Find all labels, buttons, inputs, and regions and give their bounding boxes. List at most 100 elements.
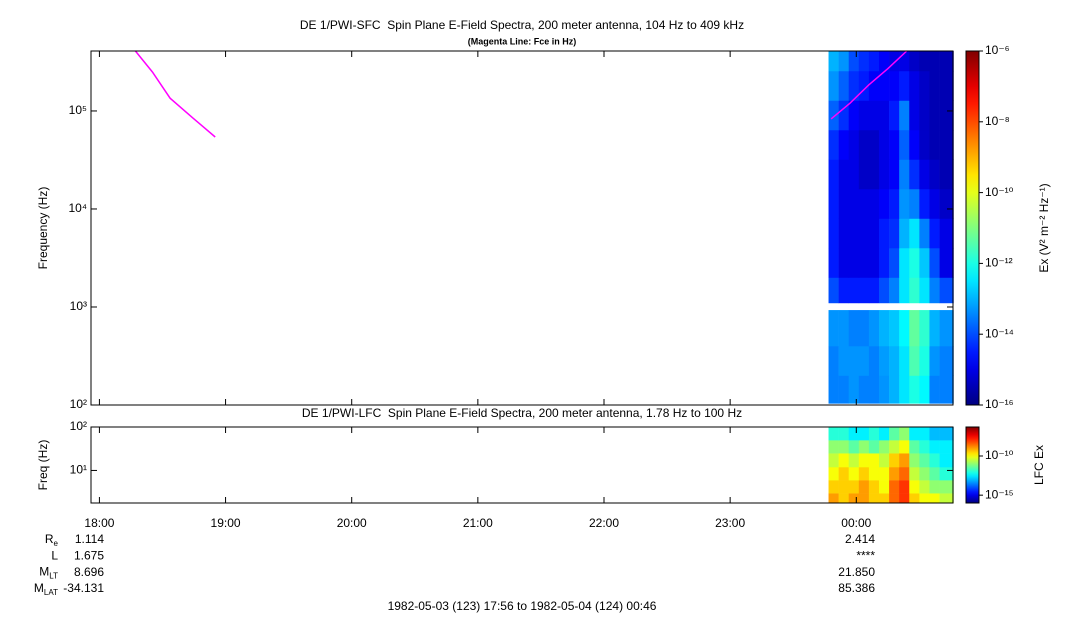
spectrogram-cell bbox=[939, 427, 954, 441]
spectrogram-cell bbox=[838, 345, 850, 376]
spectrogram-cell bbox=[878, 188, 890, 219]
spectrogram-cell bbox=[889, 375, 900, 404]
spectrogram-cell bbox=[899, 70, 910, 101]
spectrogram-cell bbox=[899, 188, 910, 219]
spectrogram-cell bbox=[899, 345, 910, 376]
spectrogram-cell bbox=[828, 440, 839, 454]
spectrogram-cell bbox=[848, 375, 860, 404]
spectrogram-cell bbox=[868, 277, 880, 304]
y-tick-label: 10¹ bbox=[70, 463, 87, 477]
spectrogram-cell bbox=[889, 310, 900, 347]
spectrogram-cell bbox=[939, 480, 954, 494]
spectrogram-cell bbox=[878, 466, 890, 481]
spectrogram-cell bbox=[919, 493, 930, 504]
spectrogram-cell bbox=[919, 51, 930, 72]
chart-title: DE 1/PWI-LFC Spin Plane E-Field Spectra,… bbox=[302, 406, 742, 420]
spectrogram-cell bbox=[929, 375, 940, 404]
spectrogram-cell bbox=[828, 480, 839, 494]
spectrogram-cell bbox=[919, 375, 930, 404]
spectrogram-cell bbox=[909, 453, 920, 468]
spectrogram-cell bbox=[838, 129, 850, 160]
spectrogram-cell bbox=[878, 70, 890, 101]
ephemeris-label: MLAT bbox=[34, 581, 58, 597]
spectrogram-cell bbox=[939, 453, 954, 468]
colorbar-tick-label: 10⁻⁶ bbox=[985, 43, 1010, 57]
spectrogram-cell bbox=[899, 453, 910, 468]
spectrogram-cell bbox=[848, 427, 860, 441]
spectrogram-cell bbox=[828, 159, 839, 190]
spectrogram-cell bbox=[858, 247, 870, 278]
spectrogram-cell bbox=[909, 218, 920, 249]
spectrogram-cell bbox=[919, 310, 930, 347]
colorbar-tick-label: 10⁻¹² bbox=[985, 256, 1013, 270]
spectrogram-cell bbox=[889, 345, 900, 376]
spectrogram-cell bbox=[868, 70, 880, 101]
spectrogram-cell bbox=[848, 70, 860, 101]
spectrogram-cell bbox=[929, 100, 940, 131]
spectrogram-cell bbox=[858, 70, 870, 101]
x-tick-label: 22:00 bbox=[589, 516, 619, 530]
plot-frame bbox=[90, 426, 954, 504]
spectrogram-cell bbox=[878, 345, 890, 376]
spectrogram-cell bbox=[838, 493, 850, 504]
spectrogram-cell bbox=[929, 70, 940, 101]
spectrogram-cell bbox=[909, 159, 920, 190]
spectrogram-cell bbox=[889, 159, 900, 190]
spectrogram-cell bbox=[899, 427, 910, 441]
spectrogram-cell bbox=[889, 277, 900, 304]
spectrogram-cell bbox=[838, 188, 850, 219]
spectrogram-cell bbox=[889, 100, 900, 131]
spectrogram-cell bbox=[838, 466, 850, 481]
spectrogram-cell bbox=[868, 480, 880, 494]
spectrogram-cell bbox=[848, 218, 860, 249]
spectrogram-cell bbox=[929, 51, 940, 72]
spectrogram-cell bbox=[899, 51, 910, 72]
spectrogram-cell bbox=[828, 129, 839, 160]
spectrogram-cell bbox=[858, 345, 870, 376]
spectrogram-cell bbox=[828, 375, 839, 404]
spectrogram-cell bbox=[858, 427, 870, 441]
spectrogram-cell bbox=[939, 218, 954, 249]
spectrogram-cell bbox=[929, 277, 940, 304]
spectrogram-cell bbox=[899, 310, 910, 347]
spectrogram-cell bbox=[858, 51, 870, 72]
spectrogram-cell bbox=[939, 100, 954, 131]
spectrogram-cell bbox=[919, 480, 930, 494]
spectrogram-cell bbox=[899, 466, 910, 481]
fce-line bbox=[134, 50, 908, 138]
spectrogram-cell bbox=[828, 310, 839, 347]
spectrogram-cell bbox=[889, 51, 900, 72]
spectrogram-cell bbox=[909, 51, 920, 72]
y-tick-label: 10⁵ bbox=[69, 103, 87, 117]
spectrogram-cell bbox=[828, 427, 839, 441]
spectrogram-cell bbox=[929, 493, 940, 504]
spectrogram-cell bbox=[939, 345, 954, 376]
spectrogram-cell bbox=[929, 247, 940, 278]
spectrogram-cell bbox=[909, 466, 920, 481]
ephemeris-value: 21.850 bbox=[838, 565, 875, 579]
ephemeris-label-sub: LAT bbox=[44, 588, 58, 597]
spectrogram-cell bbox=[838, 453, 850, 468]
spectrogram-cell bbox=[889, 247, 900, 278]
spectrogram-cell bbox=[848, 453, 860, 468]
spectrogram-cell bbox=[919, 218, 930, 249]
spectrogram-cell bbox=[929, 345, 940, 376]
colorbar-tick-label: 10⁻¹⁵ bbox=[985, 487, 1014, 501]
spectrogram-cell bbox=[868, 247, 880, 278]
spectrogram-cell bbox=[838, 427, 850, 441]
spectrogram-cell bbox=[858, 310, 870, 347]
spectrogram-cell bbox=[838, 218, 850, 249]
time-range: 1982-05-03 (123) 17:56 to 1982-05-04 (12… bbox=[388, 599, 657, 613]
spectrogram-cell bbox=[899, 100, 910, 131]
spectrogram-cell bbox=[889, 427, 900, 441]
ephemeris-label: L bbox=[51, 548, 58, 562]
spectrogram-cell bbox=[878, 427, 890, 441]
spectrogram-cell bbox=[919, 129, 930, 160]
spectrogram-cell bbox=[929, 188, 940, 219]
colorbar-tick-label: 10⁻¹⁶ bbox=[985, 397, 1014, 411]
spectrogram-cell bbox=[878, 493, 890, 504]
ephemeris-label: Re bbox=[45, 532, 59, 548]
spectrogram-cell bbox=[858, 100, 870, 131]
spectrogram-cell bbox=[878, 247, 890, 278]
chart-subtitle: (Magenta Line: Fce in Hz) bbox=[468, 36, 577, 46]
